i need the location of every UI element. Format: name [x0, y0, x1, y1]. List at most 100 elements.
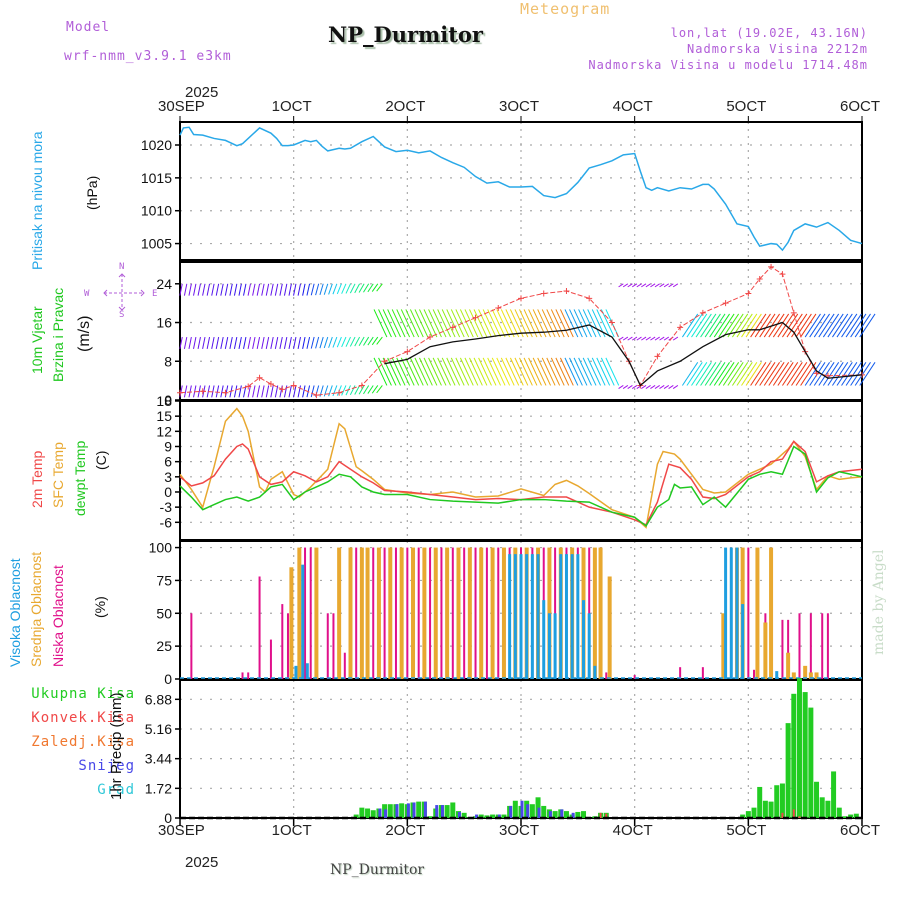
time-tick-top: 1OCT	[271, 98, 312, 115]
wind-arrow	[270, 336, 274, 349]
wind-arrow	[274, 336, 279, 349]
gust-marker	[472, 314, 479, 321]
gust-marker	[518, 295, 524, 302]
wind-arrow	[283, 283, 288, 296]
wind-arrow	[464, 309, 479, 338]
wind-arrow	[243, 336, 247, 349]
wind-arrow	[750, 313, 767, 338]
rain-total-bar	[757, 786, 763, 818]
wind-arrow	[193, 283, 197, 296]
wind-arrow	[265, 283, 270, 296]
time-tick-bottom: 6OCT	[840, 822, 881, 839]
wind-arrow	[423, 309, 438, 338]
wind-arrow	[367, 385, 374, 394]
wind-arrow	[641, 336, 647, 341]
sfc-temp-line	[179, 407, 863, 529]
low-cloud-bar	[798, 613, 801, 679]
wind-arrow	[183, 385, 188, 398]
wind-arrow	[469, 357, 483, 386]
mid-cloud-bar	[399, 547, 404, 679]
wind-arrow	[211, 385, 215, 398]
wind-arrow	[845, 313, 862, 338]
snow-bar	[457, 811, 461, 818]
wind-arrow	[732, 362, 749, 386]
wind-arrow	[631, 283, 638, 288]
low-cloud-bar	[781, 619, 784, 679]
wind-arrow	[319, 336, 324, 349]
wind-arrow	[450, 357, 465, 386]
model-name: wrf-nmm_v3.9.1 e3km	[64, 49, 232, 64]
wind-arrow	[306, 336, 311, 349]
wind-arrow	[288, 385, 292, 398]
wind-speed-line	[384, 321, 863, 387]
wind-arrow	[297, 385, 301, 398]
wind-arrow	[541, 309, 556, 338]
legend-freezing-rain: Zaledj.Kisa	[31, 734, 135, 750]
mid-cloud-bar	[388, 547, 393, 679]
elevation: Nadmorska Visina 2212m	[687, 42, 868, 56]
wind-arrow	[336, 283, 342, 295]
gust-marker	[756, 275, 763, 282]
rain-conv-bar	[798, 816, 801, 818]
rain-total-bar	[831, 771, 837, 818]
wind-arrow	[691, 313, 708, 338]
wind-arrow	[587, 357, 602, 386]
y-tick-label: -3	[160, 499, 173, 515]
wind-arrow	[759, 362, 776, 386]
low-cloud-bar	[309, 547, 312, 679]
wind-arrow	[233, 283, 238, 296]
wind-arrow	[745, 362, 762, 386]
wind-arrow	[345, 283, 351, 294]
wind-arrow	[363, 336, 370, 346]
y-tick-label: 12	[156, 423, 172, 439]
snow-bar	[440, 805, 444, 818]
wind-arrow	[238, 336, 242, 349]
wind-arrow	[704, 313, 721, 338]
wind-arrow	[772, 362, 790, 386]
rain-total-bar	[751, 807, 757, 818]
wind-arrow	[759, 313, 776, 338]
wind-arrow	[197, 385, 201, 398]
rain-total-bar	[365, 808, 371, 818]
wind-arrow	[496, 357, 511, 386]
gust-marker	[358, 382, 365, 389]
rain-total-bar	[512, 800, 518, 818]
wind-arrow	[718, 362, 735, 386]
rain-total-bar	[836, 807, 842, 818]
snow-bar	[520, 800, 524, 818]
wind-arrow	[845, 362, 862, 386]
low-cloud-bar	[440, 547, 443, 679]
snow-bar	[412, 802, 416, 818]
mid-cloud-bar	[490, 547, 495, 679]
wind-arrow	[455, 357, 470, 386]
legend-rain-conv: Konvek.Kisa	[31, 710, 135, 726]
low-cloud-bar	[304, 547, 307, 679]
y-tick-label: 0	[164, 484, 172, 500]
wind-arrow	[371, 283, 379, 292]
panel-1: 0 8 16 24	[156, 261, 876, 408]
rain-total-bar	[745, 811, 751, 818]
wind-arrow	[668, 385, 674, 389]
wind-arrow	[378, 357, 392, 386]
wind-arrow	[261, 385, 265, 398]
wind-arrow	[247, 385, 251, 398]
wind-arrow	[786, 362, 803, 386]
gust-marker	[495, 305, 502, 311]
wind-arrow	[559, 309, 574, 338]
y-tick-label: 6	[164, 454, 172, 470]
wind-arrow	[183, 283, 188, 296]
wind-arrow	[274, 385, 279, 398]
wind-arrow	[622, 336, 629, 341]
wind-arrow	[179, 336, 183, 349]
mid-cloud-bar	[337, 547, 342, 679]
wind-arrow	[546, 357, 561, 386]
mid-cloud-bar	[808, 672, 813, 679]
wind-arrow	[618, 283, 624, 288]
wind-arrow	[229, 283, 233, 296]
high-cloud-bar	[542, 600, 546, 679]
wind-arrow	[345, 336, 351, 347]
wind-arrow	[605, 357, 620, 386]
wind-arrow	[627, 385, 633, 389]
mid-cloud-bar	[592, 547, 597, 679]
wind-arrow	[582, 357, 597, 386]
